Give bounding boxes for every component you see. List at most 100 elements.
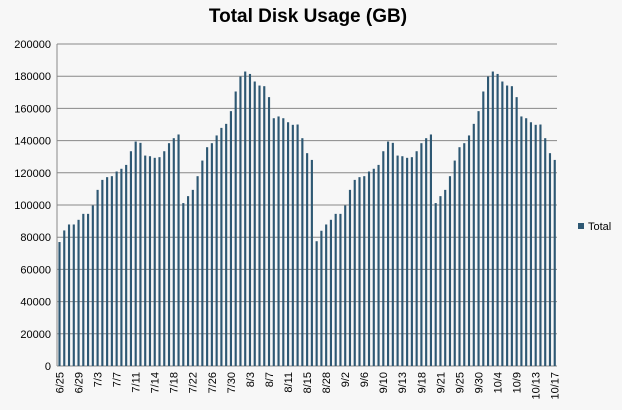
y-tick-label: 180000	[14, 71, 51, 83]
bar	[134, 141, 137, 366]
y-tick-label: 120000	[14, 168, 51, 180]
y-tick-label: 0	[45, 361, 51, 373]
bar	[496, 73, 499, 367]
bar	[87, 213, 90, 366]
bar	[177, 134, 180, 366]
bar	[315, 241, 318, 366]
y-tick-label: 160000	[14, 103, 51, 115]
bar	[129, 151, 132, 366]
bar	[467, 135, 471, 366]
bar	[72, 224, 75, 366]
bar	[191, 189, 194, 366]
bar	[263, 86, 266, 366]
bar	[248, 73, 252, 367]
bar	[382, 151, 385, 366]
bar	[182, 203, 185, 366]
x-tick-label: 10/4	[492, 372, 504, 393]
bar	[158, 157, 161, 366]
bar	[534, 124, 537, 367]
chart-title: Total Disk Usage (GB)	[209, 6, 407, 27]
bar	[258, 85, 261, 367]
bar	[67, 224, 71, 366]
bar	[372, 168, 375, 366]
bar	[377, 164, 380, 366]
bar	[448, 176, 452, 366]
bar	[172, 138, 175, 366]
bar	[515, 97, 518, 366]
x-tick-label: 9/6	[359, 372, 371, 387]
bar	[453, 160, 456, 366]
bar	[96, 189, 99, 366]
bar	[267, 97, 271, 366]
bar	[282, 118, 285, 366]
bar	[144, 155, 147, 366]
x-tick-label: 10/17	[550, 372, 562, 400]
bar	[287, 122, 290, 366]
bar	[344, 205, 347, 366]
bar	[477, 111, 480, 367]
y-tick-label: 20000	[20, 329, 51, 341]
bar	[272, 118, 275, 366]
bar	[525, 118, 528, 366]
bar	[439, 196, 442, 366]
legend-swatch	[578, 223, 584, 229]
bar	[244, 71, 247, 366]
bar	[348, 189, 352, 366]
bar	[220, 127, 223, 366]
bar	[110, 176, 113, 366]
bar	[139, 142, 142, 366]
bar	[444, 189, 447, 366]
x-tick-label: 7/14	[150, 372, 162, 393]
bar	[410, 157, 413, 366]
bar	[210, 143, 213, 366]
x-tick-label: 8/28	[321, 372, 333, 393]
x-tick-label: 8/15	[302, 372, 314, 393]
bar	[63, 230, 66, 366]
legend-label: Total	[588, 221, 611, 233]
bar	[415, 151, 418, 366]
x-tick-label: 9/18	[416, 372, 428, 393]
x-tick-label: 7/22	[188, 372, 200, 393]
bar	[187, 196, 190, 366]
y-tick-label: 100000	[14, 200, 51, 212]
legend: Total	[578, 221, 611, 233]
bar	[458, 147, 461, 366]
bar	[491, 71, 494, 366]
bar	[463, 143, 466, 366]
bar	[420, 143, 423, 366]
bar	[201, 160, 204, 366]
bar	[425, 138, 428, 366]
bar	[363, 176, 366, 366]
bar	[334, 213, 337, 366]
bar	[77, 219, 80, 366]
y-tick-label: 140000	[14, 136, 51, 148]
y-tick-label: 60000	[20, 264, 51, 276]
x-tick-label: 9/25	[454, 372, 466, 393]
x-tick-label: 8/11	[283, 372, 295, 393]
bar	[553, 159, 556, 366]
bar	[406, 157, 409, 366]
x-tick-label: 7/26	[207, 372, 219, 393]
bar	[306, 153, 309, 366]
bar	[387, 141, 390, 366]
bar	[101, 179, 104, 366]
bar	[206, 147, 209, 366]
bar	[310, 159, 313, 366]
bar	[91, 205, 94, 366]
bar	[225, 123, 228, 366]
x-tick-label: 6/25	[54, 372, 66, 393]
bar	[153, 157, 156, 366]
bar	[106, 177, 109, 366]
bar	[120, 168, 123, 366]
bar	[196, 176, 199, 366]
bar	[353, 179, 356, 366]
x-tick-label: 8/7	[264, 372, 276, 387]
bar	[506, 85, 509, 367]
bar	[482, 91, 485, 367]
bar	[544, 138, 547, 366]
bar	[510, 86, 513, 366]
bar	[391, 142, 394, 366]
bar	[229, 111, 232, 367]
x-tick-label: 10/9	[512, 372, 524, 393]
bar	[253, 81, 256, 366]
